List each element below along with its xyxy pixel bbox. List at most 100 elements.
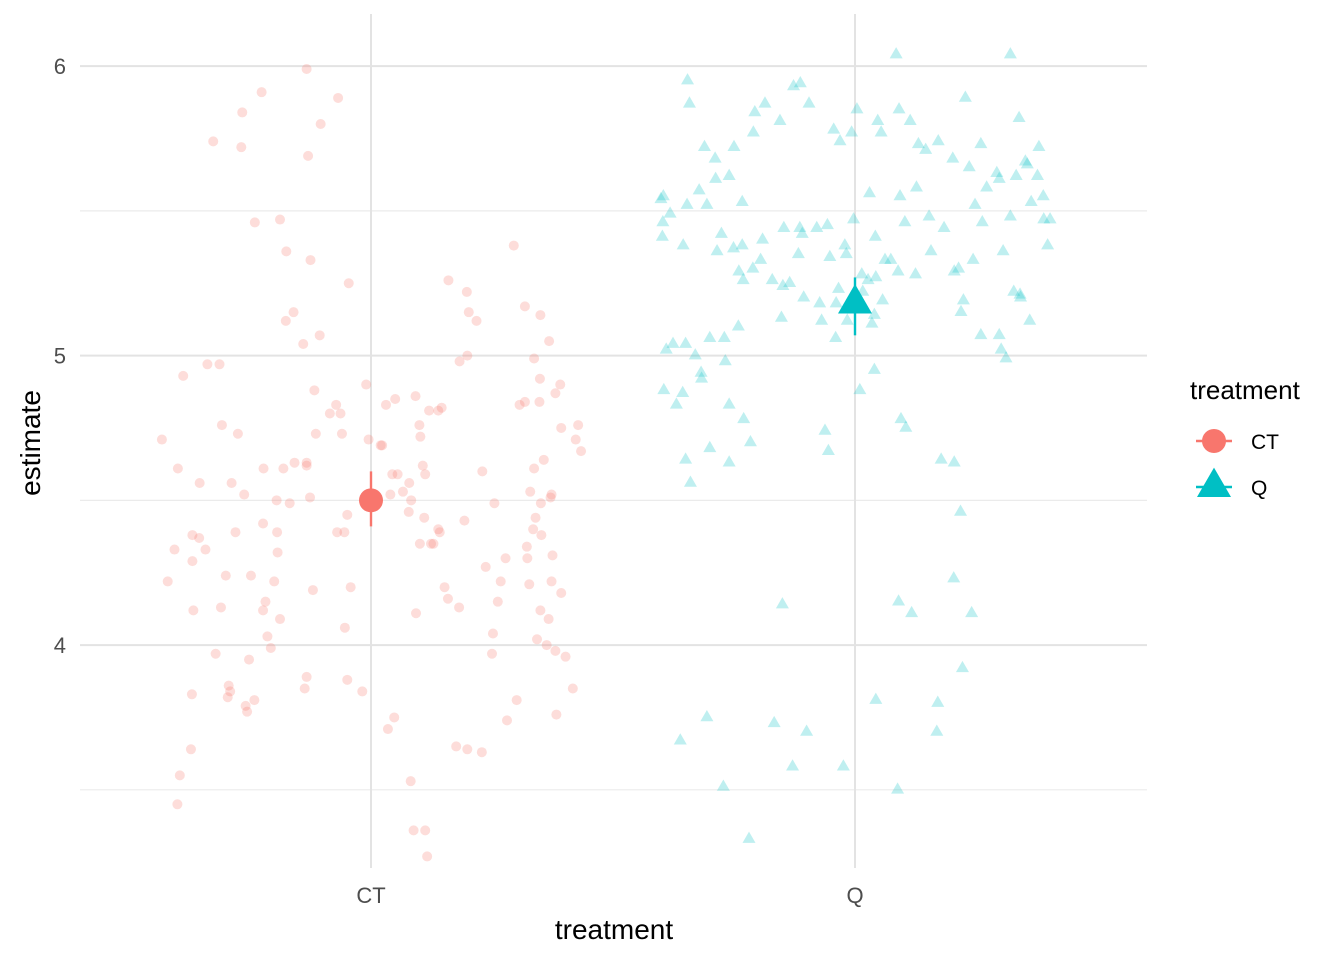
point-CT-171 xyxy=(361,379,372,390)
point-CT-89 xyxy=(414,538,425,549)
point-Q-140 xyxy=(732,264,746,276)
point-Q-95 xyxy=(657,382,671,395)
point-CT-153 xyxy=(514,399,525,410)
point-CT-20 xyxy=(174,770,185,781)
legend-label-Q: Q xyxy=(1251,477,1267,500)
point-Q-119 xyxy=(818,423,832,435)
point-CT-55 xyxy=(289,457,300,468)
point-CT-36 xyxy=(315,119,326,130)
point-CT-41 xyxy=(288,307,299,318)
point-CT-124 xyxy=(525,486,536,497)
point-CT-127 xyxy=(547,550,558,561)
point-Q-98 xyxy=(679,336,693,348)
point-Q-126 xyxy=(947,264,961,276)
point-CT-28 xyxy=(214,359,225,370)
point-Q-51 xyxy=(1043,212,1057,224)
point-Q-47 xyxy=(1032,139,1046,151)
point-Q-52 xyxy=(1041,238,1055,250)
point-CT-4 xyxy=(239,489,250,500)
point-Q-76 xyxy=(829,296,843,308)
point-CT-148 xyxy=(545,492,556,503)
point-CT-102 xyxy=(433,405,444,416)
point-CT-155 xyxy=(534,396,545,407)
point-CT-114 xyxy=(529,353,540,364)
point-Q-11 xyxy=(735,194,749,206)
point-CT-61 xyxy=(230,527,241,538)
point-Q-113 xyxy=(947,455,961,467)
point-CT-113 xyxy=(544,336,555,347)
point-CT-76 xyxy=(332,527,343,538)
point-Q-12 xyxy=(722,168,736,180)
point-Q-108 xyxy=(853,382,867,395)
point-Q-82 xyxy=(791,246,805,259)
point-CT-143 xyxy=(495,576,506,587)
point-Q-131 xyxy=(1036,188,1050,201)
point-Q-43 xyxy=(990,165,1004,178)
point-Q-49 xyxy=(1024,194,1038,206)
point-Q-111 xyxy=(899,420,913,432)
point-Q-141 xyxy=(754,252,768,264)
point-CT-96 xyxy=(392,469,403,480)
y-tick-label-2: 6 xyxy=(54,54,66,79)
point-CT-31 xyxy=(237,107,248,118)
point-Q-146 xyxy=(847,212,861,224)
tick-labels: 4 5 6 CT Q xyxy=(54,54,864,908)
point-Q-166 xyxy=(930,724,944,736)
point-CT-81 xyxy=(357,686,368,697)
point-CT-165 xyxy=(454,602,465,613)
point-CT-101 xyxy=(424,405,435,416)
point-Q-136 xyxy=(889,47,903,59)
point-Q-38 xyxy=(958,90,972,102)
point-Q-156 xyxy=(716,779,730,791)
point-CT-147 xyxy=(535,498,546,509)
point-CT-118 xyxy=(573,420,584,431)
point-Q-150 xyxy=(815,313,829,325)
point-Q-114 xyxy=(954,504,968,516)
point-CT-45 xyxy=(309,385,320,396)
point-Q-20 xyxy=(748,104,762,117)
point-CT-0 xyxy=(178,370,189,381)
point-Q-80 xyxy=(765,272,779,285)
point-Q-158 xyxy=(767,715,781,728)
point-CT-25 xyxy=(156,434,167,445)
point-Q-64 xyxy=(937,220,951,233)
point-CT-57 xyxy=(284,498,295,509)
point-CT-138 xyxy=(511,695,522,706)
point-CT-126 xyxy=(536,530,547,541)
point-Q-161 xyxy=(836,759,850,771)
point-CT-13 xyxy=(262,631,273,642)
point-CT-50 xyxy=(336,428,347,439)
point-CT-120 xyxy=(570,434,581,445)
point-Q-94 xyxy=(669,397,683,409)
point-Q-50 xyxy=(1037,212,1051,224)
point-Q-9 xyxy=(727,241,741,253)
point-CT-66 xyxy=(225,686,236,697)
point-CT-168 xyxy=(419,512,430,523)
data-points xyxy=(156,47,1057,862)
point-Q-91 xyxy=(694,365,708,377)
point-Q-75 xyxy=(840,313,854,325)
point-CT-150 xyxy=(489,498,500,509)
point-CT-51 xyxy=(301,460,312,471)
point-CT-38 xyxy=(275,214,286,225)
point-Q-154 xyxy=(673,733,687,745)
point-Q-112 xyxy=(934,452,948,464)
point-Q-117 xyxy=(892,594,906,606)
point-CT-146 xyxy=(530,512,541,523)
point-CT-108 xyxy=(463,307,474,318)
point-CT-121 xyxy=(576,446,587,457)
point-CT-117 xyxy=(555,379,566,390)
point-Q-105 xyxy=(679,452,693,464)
point-CT-158 xyxy=(480,561,491,572)
point-CT-79 xyxy=(345,582,356,593)
point-CT-2 xyxy=(232,428,243,439)
point-CT-112 xyxy=(535,310,546,321)
point-CT-3 xyxy=(258,463,269,474)
point-CT-163 xyxy=(439,582,450,593)
point-CT-111 xyxy=(519,301,530,312)
point-CT-26 xyxy=(194,477,205,488)
point-CT-93 xyxy=(417,460,428,471)
point-CT-52 xyxy=(278,463,289,474)
point-CT-91 xyxy=(434,527,445,538)
point-CT-29 xyxy=(249,217,260,228)
